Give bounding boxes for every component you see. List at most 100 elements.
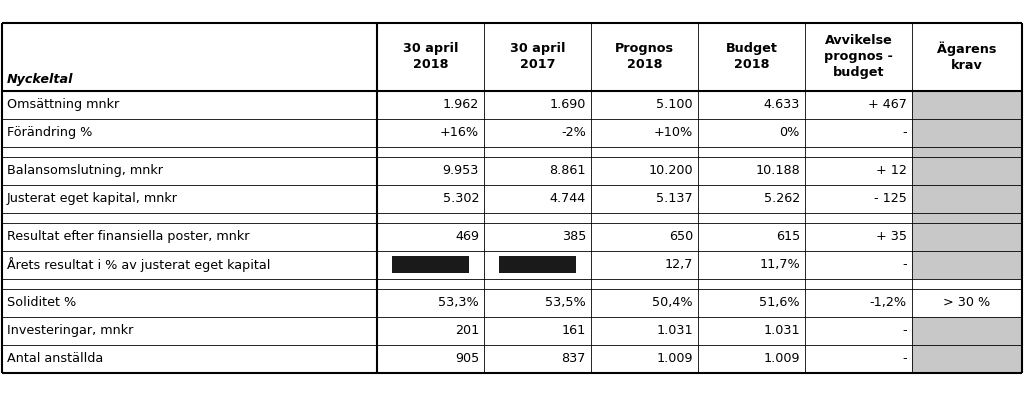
- Bar: [2, 156, 377, 184]
- Bar: [698, 250, 805, 278]
- Bar: [484, 278, 591, 288]
- Text: 1.009: 1.009: [656, 352, 693, 365]
- Bar: [484, 184, 591, 213]
- Text: Justerat eget kapital, mnkr: Justerat eget kapital, mnkr: [7, 192, 178, 205]
- Bar: [2, 250, 377, 278]
- Text: 1.690: 1.690: [550, 98, 586, 111]
- Bar: [698, 278, 805, 288]
- Bar: [698, 23, 805, 90]
- Bar: [591, 156, 698, 184]
- Text: + 35: + 35: [876, 230, 907, 243]
- Bar: [2, 213, 377, 222]
- Text: 4.633: 4.633: [764, 98, 800, 111]
- Text: 201: 201: [455, 324, 479, 337]
- Bar: [912, 147, 1022, 156]
- Text: -: -: [902, 352, 907, 365]
- Bar: [805, 118, 912, 147]
- Bar: [377, 344, 484, 372]
- Bar: [377, 222, 484, 250]
- Bar: [912, 316, 1022, 344]
- Text: 0%: 0%: [779, 126, 800, 139]
- Text: 385: 385: [561, 230, 586, 243]
- Bar: [2, 184, 377, 213]
- Bar: [591, 213, 698, 222]
- Text: 5.262: 5.262: [764, 192, 800, 205]
- Bar: [912, 288, 1022, 316]
- Text: Ägarens
krav: Ägarens krav: [937, 41, 996, 72]
- Text: + 467: + 467: [868, 98, 907, 111]
- Text: Balansomslutning, mnkr: Balansomslutning, mnkr: [7, 164, 163, 177]
- Bar: [2, 90, 377, 118]
- Text: + 12: + 12: [877, 164, 907, 177]
- Text: 5.302: 5.302: [442, 192, 479, 205]
- Bar: [698, 184, 805, 213]
- Bar: [805, 278, 912, 288]
- Bar: [2, 278, 377, 288]
- Bar: [698, 344, 805, 372]
- Bar: [912, 250, 1022, 278]
- Bar: [377, 288, 484, 316]
- Text: 53,5%: 53,5%: [545, 296, 586, 309]
- Bar: [912, 344, 1022, 372]
- Bar: [2, 344, 377, 372]
- Bar: [484, 288, 591, 316]
- Bar: [484, 344, 591, 372]
- Text: 10.188: 10.188: [756, 164, 800, 177]
- Bar: [591, 316, 698, 344]
- Bar: [377, 147, 484, 156]
- Bar: [377, 278, 484, 288]
- Text: Avvikelse
prognos -
budget: Avvikelse prognos - budget: [824, 34, 893, 79]
- Text: 53,3%: 53,3%: [438, 296, 479, 309]
- Bar: [698, 222, 805, 250]
- Bar: [377, 118, 484, 147]
- Bar: [805, 184, 912, 213]
- Text: Årets resultat i % av justerat eget kapital: Årets resultat i % av justerat eget kapi…: [7, 257, 270, 272]
- Bar: [484, 23, 591, 90]
- Text: 905: 905: [455, 352, 479, 365]
- Text: 12,7: 12,7: [665, 258, 693, 271]
- Bar: [591, 222, 698, 250]
- Bar: [2, 316, 377, 344]
- Bar: [377, 213, 484, 222]
- Text: Antal anställda: Antal anställda: [7, 352, 103, 365]
- Bar: [484, 90, 591, 118]
- Text: 9.953: 9.953: [442, 164, 479, 177]
- Text: -: -: [902, 126, 907, 139]
- Text: 615: 615: [776, 230, 800, 243]
- Text: -: -: [902, 324, 907, 337]
- Bar: [698, 288, 805, 316]
- Bar: [377, 184, 484, 213]
- Text: Resultat efter finansiella poster, mnkr: Resultat efter finansiella poster, mnkr: [7, 230, 250, 243]
- Bar: [484, 156, 591, 184]
- Bar: [698, 316, 805, 344]
- Text: 650: 650: [669, 230, 693, 243]
- Bar: [698, 213, 805, 222]
- Text: 50,4%: 50,4%: [652, 296, 693, 309]
- Bar: [2, 23, 377, 90]
- Bar: [377, 250, 484, 278]
- Text: 4.744: 4.744: [550, 192, 586, 205]
- Bar: [912, 213, 1022, 222]
- Text: 5.137: 5.137: [656, 192, 693, 205]
- Text: Budget
2018: Budget 2018: [726, 42, 777, 71]
- Text: Soliditet %: Soliditet %: [7, 296, 76, 309]
- Text: 1.962: 1.962: [442, 98, 479, 111]
- Bar: [805, 222, 912, 250]
- Bar: [805, 288, 912, 316]
- Bar: [912, 156, 1022, 184]
- Text: 837: 837: [561, 352, 586, 365]
- Bar: [2, 288, 377, 316]
- Bar: [698, 90, 805, 118]
- Bar: [805, 316, 912, 344]
- Text: -: -: [902, 258, 907, 271]
- Bar: [591, 118, 698, 147]
- Bar: [377, 156, 484, 184]
- Bar: [912, 278, 1022, 288]
- Text: -1,2%: -1,2%: [869, 296, 907, 309]
- Bar: [2, 222, 377, 250]
- Text: -2%: -2%: [561, 126, 586, 139]
- Bar: [698, 156, 805, 184]
- Bar: [484, 118, 591, 147]
- Text: 10.200: 10.200: [648, 164, 693, 177]
- Text: Omsättning mnkr: Omsättning mnkr: [7, 98, 119, 111]
